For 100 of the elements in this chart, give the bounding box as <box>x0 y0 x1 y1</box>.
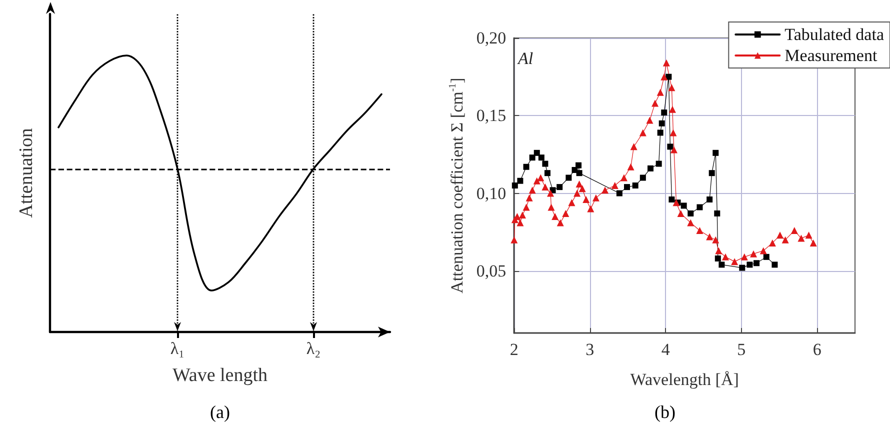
point <box>602 186 609 194</box>
point <box>538 154 544 161</box>
point <box>750 250 757 258</box>
point <box>714 255 721 262</box>
point <box>517 178 524 184</box>
point <box>739 264 746 271</box>
point <box>639 129 646 136</box>
x-tick-label: λ₁ <box>170 339 185 358</box>
point <box>574 190 581 197</box>
point <box>632 182 638 188</box>
y-axis-title: Attenuation coefficient Σ [cm-1] <box>448 78 466 294</box>
point <box>661 110 668 116</box>
point <box>722 253 729 260</box>
x-tick-label: 3 <box>586 340 594 359</box>
x-tick-label: 4 <box>661 340 670 359</box>
point <box>696 227 704 234</box>
point <box>772 262 778 268</box>
point <box>537 174 544 182</box>
text: (b) <box>654 402 676 422</box>
point <box>534 150 540 156</box>
point <box>768 239 776 246</box>
point <box>805 232 812 239</box>
point <box>687 219 694 226</box>
point <box>516 219 524 226</box>
x-axis-title: Wave length <box>172 365 268 386</box>
y-tick-label: 0,20 <box>476 28 506 48</box>
legend-label: Measurement <box>784 46 878 65</box>
point <box>526 194 533 202</box>
point <box>542 160 548 167</box>
x-tick-label: 6 <box>812 340 822 359</box>
point <box>510 236 518 244</box>
point <box>712 236 720 244</box>
point <box>706 233 714 240</box>
point <box>578 185 586 192</box>
point <box>798 234 805 242</box>
point <box>523 164 530 170</box>
point <box>657 130 664 136</box>
point <box>714 210 720 216</box>
point <box>668 84 676 92</box>
point <box>544 170 550 176</box>
point <box>518 212 526 218</box>
point <box>587 205 594 212</box>
point <box>658 120 665 126</box>
point <box>548 204 555 211</box>
point <box>556 184 563 190</box>
x-tick-label: 5 <box>737 340 746 359</box>
point <box>582 196 590 203</box>
y-tick-label: 0,10 <box>476 184 506 203</box>
point <box>746 262 753 268</box>
y-tick-label: 0,15 <box>476 106 506 126</box>
point <box>670 129 677 136</box>
point <box>668 196 675 202</box>
point <box>677 210 684 217</box>
y-axis-title: Attenuation <box>16 128 37 218</box>
point <box>552 213 559 220</box>
point <box>550 187 556 194</box>
point <box>763 254 770 260</box>
point <box>688 210 694 216</box>
point <box>810 239 817 246</box>
point <box>568 199 576 206</box>
legend-label: Tabulated data <box>784 25 884 44</box>
point <box>670 146 678 154</box>
point <box>696 204 703 210</box>
y-tick-label: 0,05 <box>476 261 506 280</box>
point <box>731 258 738 266</box>
point <box>782 236 789 244</box>
point <box>718 262 725 268</box>
point <box>656 160 662 167</box>
point <box>652 100 659 107</box>
point <box>576 162 582 168</box>
point <box>616 190 622 196</box>
point <box>754 260 760 266</box>
point <box>706 196 713 202</box>
point <box>547 190 554 197</box>
x-tick-label: λ₂ <box>306 339 321 358</box>
annotation: Al <box>517 49 534 68</box>
point <box>522 204 530 211</box>
point <box>667 144 674 150</box>
point <box>576 170 582 176</box>
point <box>708 170 715 176</box>
point <box>542 184 549 191</box>
point <box>668 106 676 113</box>
point <box>715 247 722 254</box>
point <box>566 174 572 181</box>
point <box>627 163 634 170</box>
x-axis-title: Wavelength [Å] <box>630 370 739 389</box>
point <box>512 182 518 188</box>
point <box>556 219 564 226</box>
point <box>630 143 638 150</box>
point <box>646 116 654 124</box>
x-tick-label: 2 <box>510 340 518 359</box>
point <box>620 174 628 182</box>
point <box>640 174 646 181</box>
point <box>776 232 784 239</box>
point <box>647 165 654 172</box>
point <box>662 59 670 66</box>
point <box>533 177 540 184</box>
point <box>660 73 668 80</box>
point <box>712 150 719 156</box>
point <box>529 154 536 161</box>
